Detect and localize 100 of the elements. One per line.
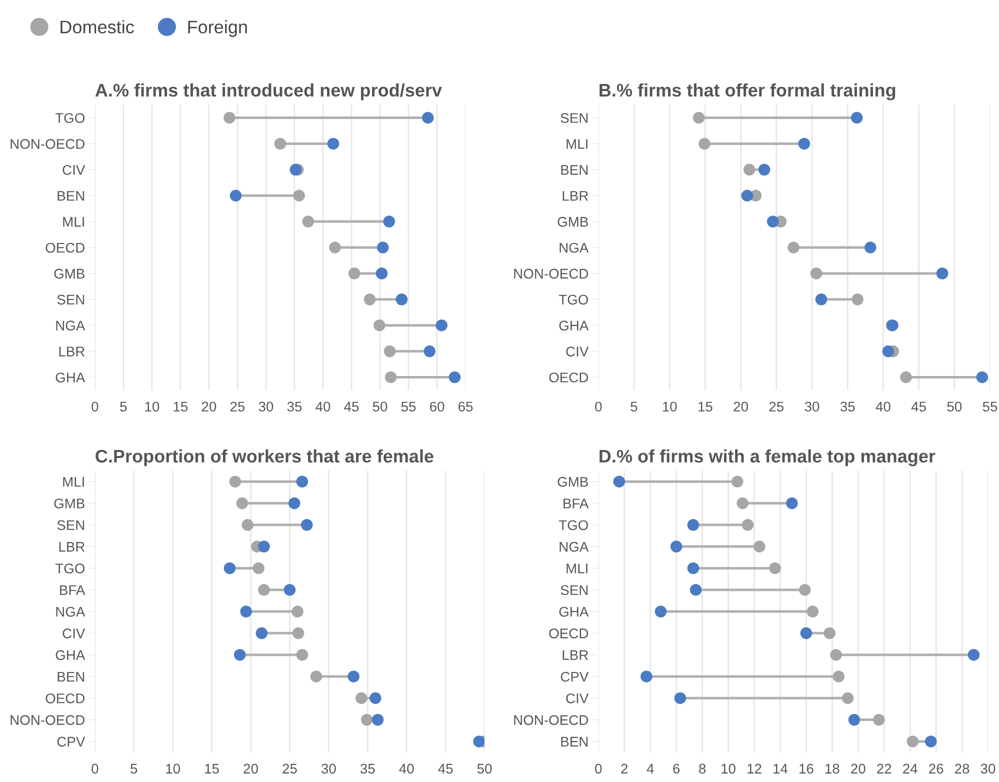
point — [830, 648, 842, 661]
x-tick-label: 5 — [130, 764, 138, 774]
y-tick-label: MLI — [566, 139, 588, 149]
point — [798, 138, 810, 150]
point — [396, 294, 408, 306]
point — [364, 294, 376, 306]
y-tick-label: NGA — [56, 606, 86, 617]
point — [376, 242, 389, 254]
x-tick-label: 26 — [929, 764, 944, 774]
y-tick-label: SEN — [560, 113, 588, 123]
point — [329, 242, 341, 254]
point — [327, 138, 340, 150]
x-tick-label: 10 — [166, 764, 180, 774]
y-tick-label: GHA — [56, 650, 86, 660]
y-tick-label: SEN — [560, 585, 588, 596]
chart-title: C.Proportion of workers that are female — [96, 449, 434, 466]
point — [274, 138, 286, 150]
point — [800, 627, 812, 640]
chart-title: A.% firms that introduced new prod/serv — [95, 83, 442, 100]
point — [640, 670, 652, 682]
y-tick-label: TGO — [55, 564, 85, 574]
x-tick-label: 15 — [205, 764, 219, 774]
point — [229, 476, 242, 488]
x-tick-label: 0 — [595, 764, 602, 774]
y-tick-label: NGA — [560, 542, 589, 552]
x-tick-label: 28 — [955, 764, 970, 774]
point — [236, 497, 248, 510]
x-tick-label: 25 — [230, 402, 245, 412]
point — [900, 371, 912, 384]
x-tick-label: 8 — [699, 764, 706, 774]
x-tick-label: 30 — [321, 764, 336, 774]
y-tick-label: NON-OECD — [10, 139, 85, 149]
x-tick-label: 50 — [477, 764, 492, 774]
y-tick-label: LBR — [59, 542, 85, 552]
point — [692, 112, 705, 124]
point — [374, 319, 386, 332]
point — [292, 606, 304, 618]
y-tick-label: LBR — [562, 191, 588, 201]
legend-label: Domestic — [60, 20, 134, 34]
point — [976, 371, 988, 384]
point — [758, 164, 770, 176]
point — [906, 736, 919, 748]
point — [850, 112, 863, 124]
point — [873, 714, 885, 726]
y-tick-label: CIV — [566, 693, 589, 704]
x-tick-label: 40 — [876, 402, 890, 412]
x-tick-label: 5 — [630, 402, 638, 412]
point — [806, 606, 819, 618]
point — [731, 476, 744, 488]
point — [936, 268, 948, 280]
y-tick-label: GHA — [559, 320, 589, 331]
point — [654, 606, 667, 618]
point — [815, 294, 828, 306]
point — [384, 345, 396, 358]
x-tick-label: 12 — [748, 764, 762, 774]
point — [769, 562, 781, 574]
x-tick-label: 45 — [438, 764, 453, 774]
point — [258, 584, 270, 596]
x-tick-label: 10 — [145, 402, 160, 412]
x-tick-label: 10 — [662, 402, 677, 412]
legend-label: Foreign — [188, 20, 247, 37]
x-tick-label: 50 — [372, 402, 388, 412]
x-tick-label: 40 — [399, 764, 414, 774]
point — [968, 648, 980, 661]
y-tick-label: BFA — [60, 585, 86, 595]
point — [360, 714, 373, 726]
point — [754, 540, 766, 552]
point — [832, 670, 845, 682]
y-tick-label: GMB — [54, 498, 84, 508]
point — [882, 345, 894, 358]
y-tick-label: BEN — [58, 191, 84, 201]
y-tick-label: GMB — [558, 476, 588, 487]
y-tick-label: CIV — [62, 628, 86, 638]
x-tick-label: 20 — [734, 402, 748, 412]
x-tick-label: 2 — [621, 764, 628, 774]
point — [736, 497, 748, 510]
point — [786, 497, 798, 510]
x-tick-label: 40 — [316, 402, 330, 412]
x-tick-label: 0 — [92, 764, 98, 774]
point — [674, 692, 686, 704]
point — [424, 345, 436, 358]
x-tick-label: 45 — [911, 402, 926, 412]
point — [242, 519, 254, 531]
point — [422, 112, 434, 124]
y-tick-label: TGO — [55, 113, 85, 123]
point — [300, 519, 313, 531]
y-tick-label: NGA — [56, 320, 86, 331]
y-tick-label: GHA — [56, 372, 86, 382]
point — [296, 476, 308, 488]
y-tick-label: NON-OECD — [10, 715, 85, 725]
point — [370, 692, 382, 704]
point — [284, 584, 296, 596]
point — [436, 319, 448, 332]
point — [296, 648, 308, 661]
x-tick-label: 14 — [774, 764, 788, 774]
x-tick-label: 24 — [903, 764, 918, 774]
y-tick-label: SEN — [57, 520, 84, 530]
y-tick-label: OECD — [549, 372, 588, 382]
x-tick-label: 25 — [282, 764, 297, 774]
point — [842, 692, 854, 704]
